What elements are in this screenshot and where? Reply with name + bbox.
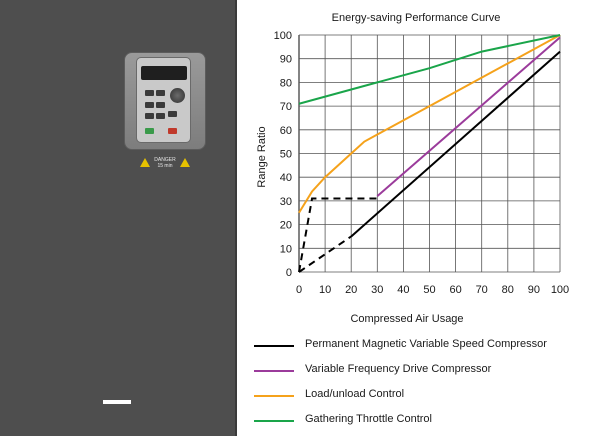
legend-swatch xyxy=(254,370,294,372)
y-tick-label: 70 xyxy=(280,101,292,113)
dashed-segment xyxy=(298,235,352,273)
x-tick-label: 30 xyxy=(371,284,383,296)
legend-item: Load/unload Control xyxy=(250,386,585,406)
legend-label: Load/unload Control xyxy=(305,388,405,400)
y-tick-label: 90 xyxy=(280,54,292,66)
x-tick-label: 50 xyxy=(423,284,435,296)
keypad-run-key xyxy=(145,128,154,134)
keypad-key xyxy=(145,113,154,119)
y-tick-label: 20 xyxy=(280,220,292,232)
chart-title: Energy-saving Performance Curve xyxy=(332,12,501,24)
series-lines xyxy=(298,34,561,273)
y-tick-label: 100 xyxy=(274,30,292,42)
x-axis-label: Compressed Air Usage xyxy=(350,313,463,325)
x-tick-label: 80 xyxy=(502,284,514,296)
x-tick-label: 20 xyxy=(345,284,357,296)
x-tick-label: 70 xyxy=(476,284,488,296)
keypad-stop-key xyxy=(168,128,177,134)
y-tick-label: 50 xyxy=(280,149,292,161)
danger-time: 15 min xyxy=(157,163,173,169)
y-tick-label: 40 xyxy=(280,172,292,184)
danger-title: DANGER xyxy=(154,157,176,163)
legend-label: Permanent Magnetic Variable Speed Compre… xyxy=(305,338,547,350)
legend-swatch xyxy=(254,420,294,422)
keypad-key xyxy=(156,113,165,119)
x-tick-label: 10 xyxy=(319,284,331,296)
series-line-0 xyxy=(350,50,561,238)
keypad-display xyxy=(141,66,187,80)
grid xyxy=(298,34,561,273)
keypad-key xyxy=(145,102,154,108)
x-tick-label: 100 xyxy=(551,284,569,296)
warning-triangle-icon xyxy=(140,158,150,167)
y-axis-label: Range Ratio xyxy=(256,126,268,187)
legend-item: Gathering Throttle Control xyxy=(250,411,585,431)
x-tick-label: 0 xyxy=(296,284,302,296)
panel-seam xyxy=(235,0,237,436)
y-tick-label: 0 xyxy=(286,267,292,279)
y-tick-label: 80 xyxy=(280,77,292,89)
keypad-key xyxy=(145,90,154,96)
legend-item: Variable Frequency Drive Compressor xyxy=(250,361,585,381)
tick-labels: 0 10 20 30 40 50 60 70 80 90 100 0 10 20 30 40 50 60 70 80 9… xyxy=(274,30,570,296)
legend-swatch xyxy=(254,345,294,347)
legend-swatch xyxy=(254,395,294,397)
danger-label: DANGER 15 min xyxy=(151,157,179,169)
y-tick-label: 30 xyxy=(280,196,292,208)
series-line-1 xyxy=(376,36,561,197)
keypad-key xyxy=(156,90,165,96)
dashed-segment xyxy=(298,197,378,273)
keypad-key xyxy=(156,102,165,108)
keypad-knob-icon xyxy=(170,88,185,103)
x-tick-label: 60 xyxy=(449,284,461,296)
legend-item: Permanent Magnetic Variable Speed Compre… xyxy=(250,336,585,356)
series-line-2 xyxy=(298,34,561,214)
warning-triangle-icon xyxy=(180,158,190,167)
white-marker xyxy=(103,400,131,404)
legend-label: Gathering Throttle Control xyxy=(305,413,432,425)
y-tick-label: 10 xyxy=(280,243,292,255)
x-tick-label: 40 xyxy=(397,284,409,296)
x-tick-label: 90 xyxy=(528,284,540,296)
y-tick-label: 60 xyxy=(280,125,292,137)
keypad-key xyxy=(168,111,177,117)
legend-label: Variable Frequency Drive Compressor xyxy=(305,363,492,375)
series-line-3 xyxy=(298,34,561,105)
